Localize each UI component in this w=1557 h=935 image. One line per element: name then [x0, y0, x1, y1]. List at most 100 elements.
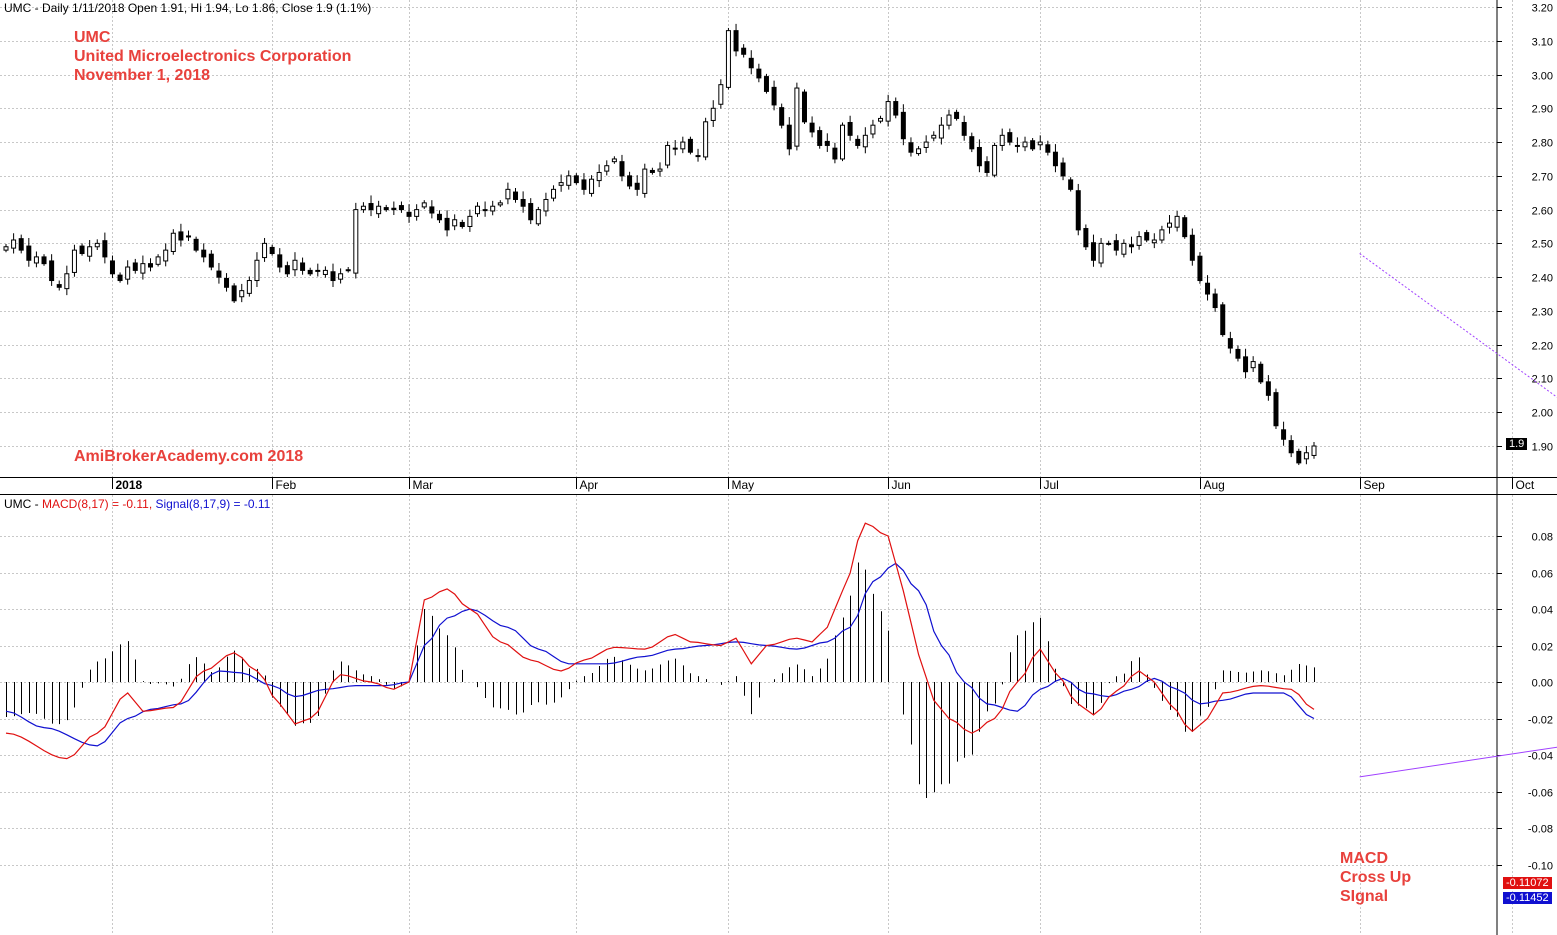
y-axis-ticks: 3.20 3.10 3.00 2.90 2.80 2.70 2.60 2.50 2.40 2.30… [1497, 3, 1553, 873]
candle-body [695, 155, 701, 158]
candle-body [589, 178, 595, 194]
ticker-label: UMC [74, 29, 111, 46]
month-tick-label: 2018 [116, 478, 143, 492]
candle-body [269, 246, 275, 255]
candle-body [687, 138, 693, 153]
price-tick-label: 2.00 [1532, 408, 1553, 420]
candle-body [71, 249, 77, 273]
price-tick-label: 2.20 [1532, 341, 1553, 353]
candle-body [649, 169, 655, 173]
month-tick-label: Jun [892, 478, 911, 492]
macd-tick-label: 0.04 [1532, 605, 1553, 617]
candle-body [779, 107, 785, 126]
candle-body [642, 168, 648, 194]
candle-body [1136, 236, 1142, 246]
candle-body [33, 256, 39, 264]
candle-body [528, 203, 534, 221]
price-tick-label: 2.50 [1532, 239, 1553, 251]
macd-histogram [6, 562, 1315, 798]
macd-tick-label: -0.06 [1528, 788, 1553, 800]
candle-body [26, 245, 32, 261]
candle-body [368, 203, 374, 211]
date-label: November 1, 2018 [74, 67, 211, 84]
candle-body [391, 207, 397, 211]
candle-body [710, 107, 716, 121]
candle-body [543, 198, 549, 212]
candle-body [672, 147, 678, 150]
candle-body [277, 254, 283, 268]
candle-body [140, 263, 146, 274]
candle-body [444, 217, 450, 231]
candle-body [513, 191, 519, 200]
candle-body [322, 269, 328, 275]
candle-body [1007, 132, 1013, 143]
candle-body [1068, 179, 1074, 190]
candle-body [520, 198, 526, 207]
macd-tick-label: 0.02 [1532, 642, 1553, 654]
candle-body [505, 188, 511, 200]
price-tick-label: 2.40 [1532, 273, 1553, 285]
macd-tick-label: 0.00 [1532, 678, 1553, 690]
trend-arrows [1359, 253, 1557, 778]
candle-body [627, 175, 633, 187]
candle-body [224, 278, 230, 288]
candle-body [817, 130, 823, 146]
candle-body [1022, 141, 1028, 148]
price-tick-label: 2.10 [1532, 374, 1553, 386]
candle-body [262, 242, 268, 259]
candle-body [1037, 141, 1043, 146]
price-tick-label: 3.20 [1532, 3, 1553, 15]
candle-body [1303, 452, 1309, 460]
macd-note-line-2: Cross Up [1340, 869, 1412, 886]
macd-note: MACD Cross Up SIgnal [1340, 849, 1411, 906]
candle-body [315, 269, 321, 272]
candle-body [992, 144, 998, 176]
candle-body [284, 265, 290, 275]
candle-body [763, 76, 769, 92]
macd-tick-label: -0.08 [1528, 824, 1553, 836]
macd-tick-label: -0.02 [1528, 715, 1553, 727]
candle-body [49, 260, 55, 282]
candle-body [984, 161, 990, 173]
candle-body [551, 188, 557, 199]
candle-body [186, 235, 192, 238]
candle-body [801, 91, 807, 123]
candle-body [239, 290, 245, 298]
candle-body [254, 259, 260, 282]
candle-body [1205, 282, 1211, 295]
candle-body [855, 138, 861, 146]
month-tick-label: May [732, 478, 755, 492]
signal-value-tag: -0.11452 [1503, 892, 1552, 904]
candle-body [406, 211, 412, 217]
candle-body [398, 205, 404, 211]
candle-body [1281, 429, 1287, 440]
candle-body [1167, 222, 1173, 228]
candle-body [216, 270, 222, 278]
month-tick-label: Mar [413, 478, 434, 492]
candle-body [383, 207, 389, 211]
candle-body [429, 206, 435, 214]
candle-body [1182, 217, 1188, 238]
candle-body [969, 136, 975, 150]
candle-body [611, 158, 617, 163]
candle-body [999, 134, 1005, 146]
candle-body [885, 101, 891, 122]
candle-body [840, 124, 846, 160]
candle-body [246, 280, 252, 294]
candle-body [1243, 356, 1249, 373]
title-annotation: UMC United Microelectronics Corporation … [74, 28, 351, 85]
candle-body [414, 209, 420, 217]
candle-body [725, 30, 731, 88]
candle-body [1288, 440, 1294, 454]
candle-body [1045, 144, 1051, 153]
candle-body [558, 182, 564, 186]
candle-body [718, 84, 724, 105]
candle-body [756, 68, 762, 79]
candle-body [338, 273, 344, 280]
candle-body [307, 269, 313, 275]
macd-uptrend-arrow [1359, 746, 1557, 778]
watermark-label: AmiBrokerAcademy.com 2018 [74, 448, 304, 465]
month-tick-label: Sep [1364, 478, 1386, 492]
